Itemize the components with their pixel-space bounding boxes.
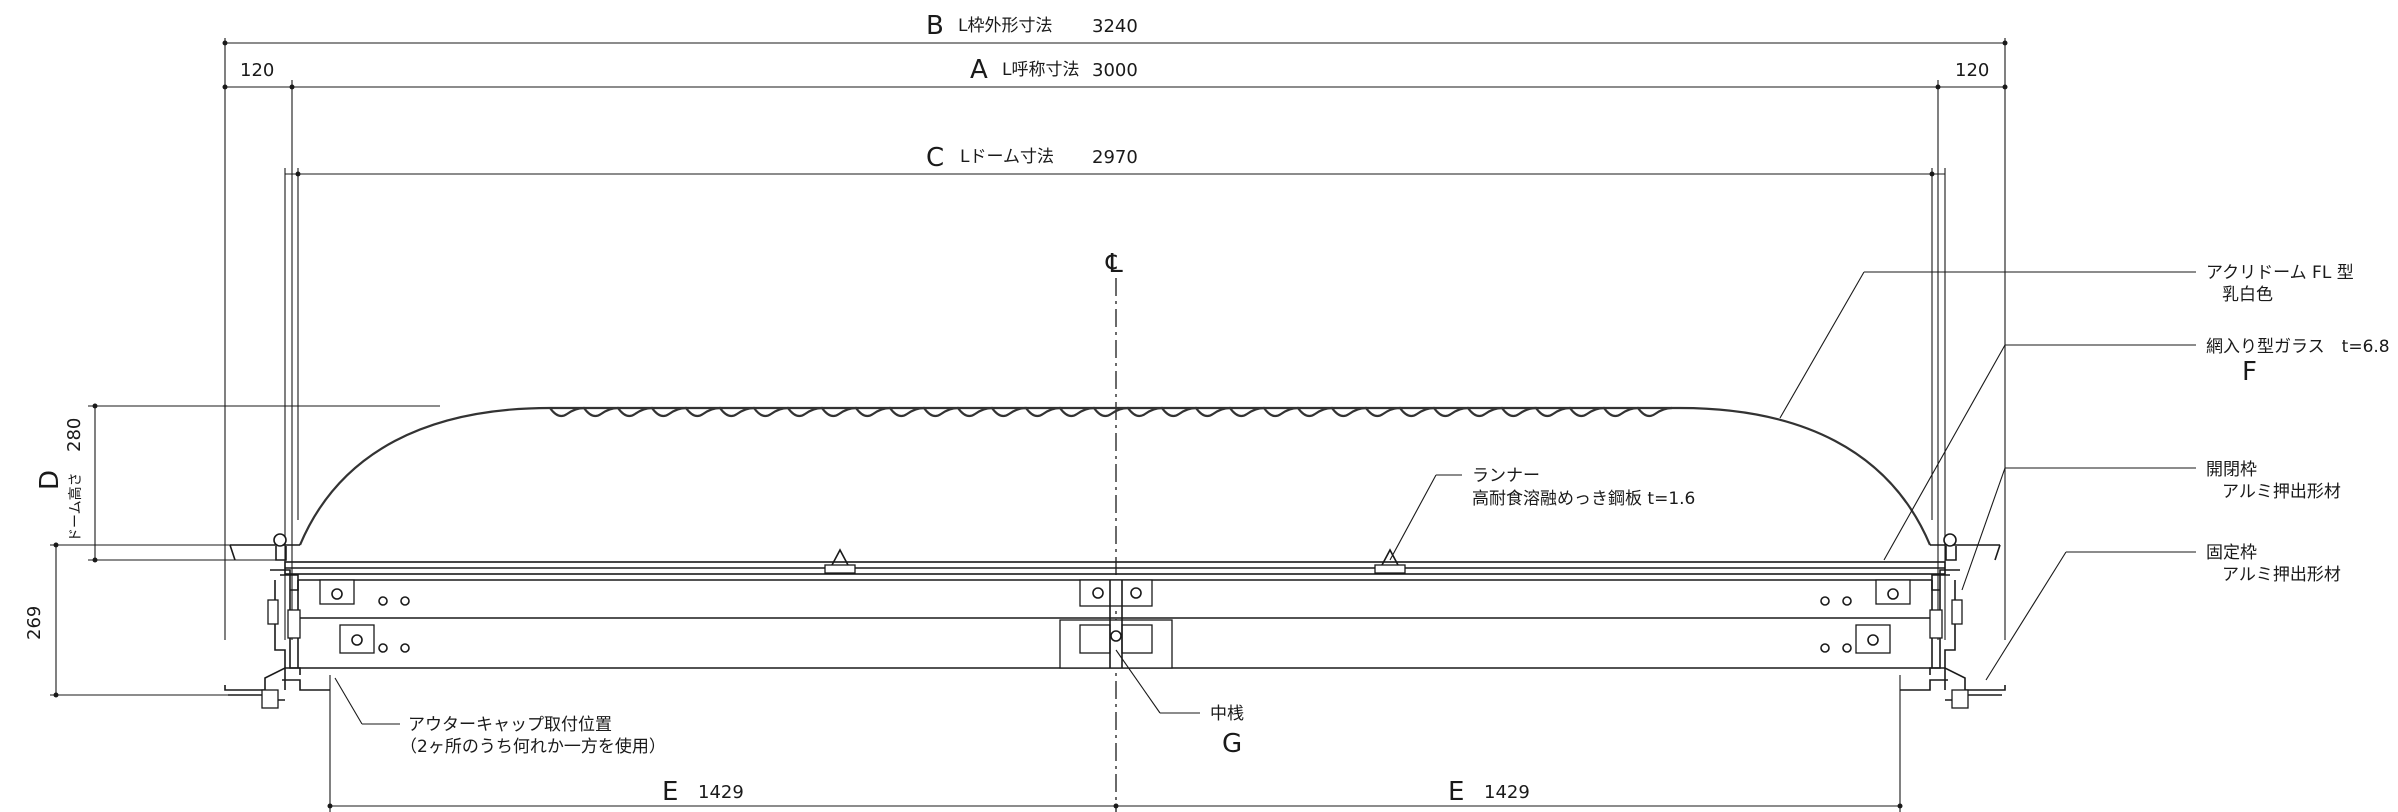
dim-side-right: 120 — [1955, 60, 1989, 81]
bolt-holes — [378, 596, 1852, 653]
dimension-b: B L枠外形寸法 3240 — [222, 11, 2008, 640]
dim-a-value: 3000 — [1092, 60, 1138, 81]
left-frame-section — [224, 533, 330, 709]
dim-b-label: L枠外形寸法 — [958, 16, 1052, 36]
callout-outer-cap-line1: アウターキャップ取付位置 — [408, 715, 612, 735]
callout-runner-line1: ランナー — [1472, 466, 1540, 486]
dim-side-left: 120 — [240, 60, 274, 81]
callout-outer-cap-line2: （2ヶ所のうち何れか一方を使用） — [400, 736, 666, 757]
callout-glass: 網入り型ガラス t=6.8 F — [1883, 337, 2390, 561]
bracket-left-lower — [339, 624, 375, 654]
callout-glass-letter: F — [2242, 357, 2257, 387]
dim-e-left-value: 1429 — [698, 782, 744, 803]
callout-mullion: 中桟 G — [1115, 649, 1244, 759]
dimension-height: 269 — [24, 542, 235, 698]
callout-fixed-frame-line1: 固定枠 — [2206, 543, 2257, 563]
dim-height-value: 269 — [24, 606, 45, 640]
bracket-left-upper — [319, 579, 355, 605]
dim-d-label: ドーム高さ — [67, 472, 84, 542]
dim-d-letter: D — [35, 470, 65, 490]
dimension-e: E 1429 E 1429 — [327, 675, 1903, 812]
dim-e-right-letter: E — [1448, 777, 1464, 807]
callout-dome-line2: 乳白色 — [2222, 285, 2273, 305]
bracket-right-upper — [1875, 579, 1911, 605]
dimension-a: 120 120 A L呼称寸法 3000 — [222, 55, 2008, 640]
center-mullion — [1059, 579, 1173, 669]
dim-b-letter: B — [926, 11, 944, 41]
dim-c-label: Lドーム寸法 — [960, 147, 1054, 167]
centerline: ℄ — [1105, 249, 1123, 812]
bracket-right-lower — [1855, 624, 1891, 654]
dim-e-left-letter: E — [662, 777, 678, 807]
dimension-d: D ドーム高さ 280 — [35, 403, 440, 563]
runner-clips — [824, 548, 1406, 574]
callout-dome: アクリドーム FL 型 乳白色 — [1779, 263, 2354, 419]
dim-a-label: L呼称寸法 — [1002, 60, 1079, 80]
callout-fixed-frame: 固定枠 アルミ押出形材 — [1985, 543, 2341, 681]
dim-c-letter: C — [926, 143, 944, 173]
dim-c-value: 2970 — [1092, 147, 1138, 168]
dim-e-right-value: 1429 — [1484, 782, 1530, 803]
callout-open-frame-line1: 開閉枠 — [2206, 460, 2257, 480]
callout-open-frame-line2: アルミ押出形材 — [2222, 482, 2341, 502]
dim-a-letter: A — [970, 55, 988, 85]
centerline-symbol: ℄ — [1105, 249, 1123, 279]
callout-outer-cap: アウターキャップ取付位置 （2ヶ所のうち何れか一方を使用） — [334, 677, 666, 757]
callout-glass-line1: 網入り型ガラス t=6.8 — [2206, 337, 2390, 357]
callout-mullion-letter: G — [1222, 729, 1242, 759]
acrylic-dome — [229, 406, 2001, 561]
callout-mullion-line1: 中桟 — [1210, 704, 1244, 724]
callout-open-frame: 開閉枠 アルミ押出形材 — [1961, 460, 2341, 591]
callout-runner-line2: 高耐食溶融めっき鋼板 t=1.6 — [1472, 489, 1695, 509]
dim-b-value: 3240 — [1092, 16, 1138, 37]
callout-runner: ランナー 高耐食溶融めっき鋼板 t=1.6 — [1389, 466, 1695, 561]
right-frame-section — [1900, 533, 2006, 709]
callout-fixed-frame-line2: アルミ押出形材 — [2222, 565, 2341, 585]
callout-dome-line1: アクリドーム FL 型 — [2206, 263, 2354, 283]
dim-d-value: 280 — [64, 418, 85, 452]
dimension-c: C Lドーム寸法 2970 — [284, 143, 1946, 640]
